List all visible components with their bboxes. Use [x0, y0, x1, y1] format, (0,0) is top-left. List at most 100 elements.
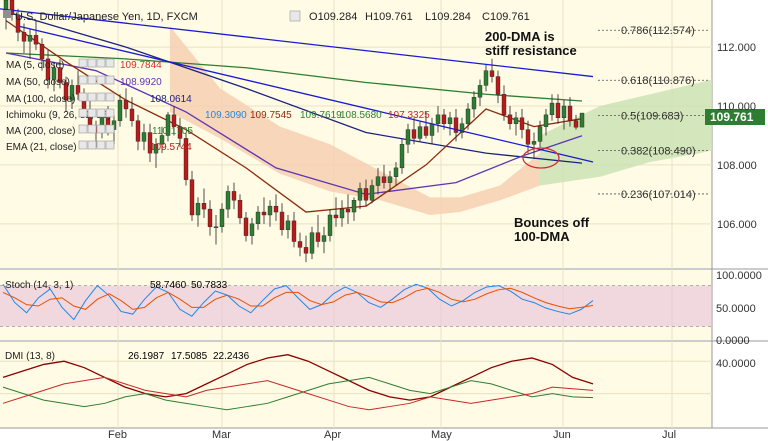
candle-body — [363, 188, 369, 201]
fibonacci-levels: 0.786(112.574) 0.618(110.876) 0.5(109.683)… — [598, 25, 710, 201]
candle-body — [333, 214, 339, 219]
candle-body — [75, 85, 81, 95]
candle-body — [525, 129, 531, 145]
indicator-control-icon — [78, 58, 88, 68]
indicator-control-icon — [78, 124, 88, 134]
ohlc-high: H109.761 — [365, 11, 413, 23]
candle-body — [255, 211, 261, 225]
candle-body — [465, 108, 471, 124]
candle-body — [243, 217, 249, 236]
chart-header: U.S. Dollar/Japanese Yen, 1D, FXCM O109.… — [3, 10, 530, 23]
dmi-axis-40: 40.0000 — [716, 358, 756, 370]
indicator-value: 109.7844 — [120, 60, 162, 71]
indicator-control-icon — [87, 58, 97, 68]
trendlines — [0, 8, 594, 163]
stoch-axis-100: 100.0000 — [716, 270, 762, 282]
candle-body — [273, 205, 279, 213]
last-price-badge — [705, 109, 765, 125]
fib-label: 0.236(107.014) — [621, 189, 696, 201]
indicator-value: 109.5744 — [150, 142, 192, 153]
dmi-panel — [0, 354, 712, 411]
dmi-value-plus: 17.5085 — [171, 351, 208, 362]
candle-body — [405, 129, 411, 145]
candle-body — [495, 76, 501, 95]
indicator-control-icon — [87, 124, 97, 134]
candle-body — [471, 96, 477, 110]
month-label: Mar — [212, 429, 231, 441]
candle-body — [231, 191, 237, 201]
indicator-control-icon — [78, 92, 88, 102]
candle-body — [261, 211, 267, 216]
candle-body — [381, 176, 387, 183]
indicator-control-icon — [96, 124, 106, 134]
candle-body — [207, 208, 213, 227]
candle-body — [21, 32, 27, 42]
indicator-control-icon — [87, 75, 97, 85]
indicator-control-icon — [78, 75, 88, 85]
candle-body — [285, 220, 291, 230]
candle-body — [123, 99, 129, 110]
indicator-value: 108.0614 — [150, 94, 192, 105]
candle-body — [177, 126, 183, 139]
annotation-bounce-line1: Bounces off — [514, 215, 590, 230]
fib-label: 0.382(108.490) — [621, 145, 696, 157]
candle-body — [483, 70, 489, 86]
indicator-value: 110.1705 — [152, 126, 193, 137]
candle-body — [435, 114, 441, 124]
dmi-value-minus: 22.2436 — [213, 351, 250, 362]
annotation-resistance-line2: stiff resistance — [485, 43, 577, 58]
indicator-control-icon — [78, 140, 88, 150]
price-axis-labels: 112.000 110.000 108.000 106.000 — [717, 42, 757, 231]
last-price-label: 109.761 — [710, 110, 754, 124]
candle-body — [543, 114, 549, 127]
annotation-bounce-line2: 100-DMA — [514, 229, 570, 244]
indicator-control-icon — [87, 140, 97, 150]
candle-body — [51, 67, 57, 80]
indicator-label: Ichimoku (9, 26, 52, 26) — [6, 110, 111, 121]
candle-body — [375, 176, 381, 186]
cloud-bearish — [170, 26, 540, 215]
candle-body — [69, 85, 75, 101]
indicator-control-icon — [105, 124, 115, 134]
ohlc-close: C109.761 — [482, 11, 530, 23]
candle-body — [219, 208, 225, 227]
stoch-label: Stoch (14, 3, 1) — [5, 280, 73, 291]
price-tick-label: 106.000 — [717, 219, 757, 231]
candle-body — [315, 232, 321, 242]
candle-body — [27, 35, 33, 42]
candle-body — [279, 211, 285, 230]
candle-body — [489, 70, 495, 77]
month-label: Feb — [108, 429, 127, 441]
candle-body — [351, 200, 357, 213]
candle-body — [39, 43, 45, 60]
candle-body — [225, 191, 231, 210]
candle-body — [297, 241, 303, 248]
candle-body — [45, 58, 51, 80]
indicator-value: 108.9920 — [120, 77, 162, 88]
candle-body — [213, 226, 219, 228]
indicator-legend: MA (5, close) 109.7844 MA (50, close) 108.9… — [6, 58, 430, 153]
month-label: May — [431, 429, 452, 441]
fib-label: 0.618(110.876) — [621, 75, 695, 87]
candle-body — [561, 105, 567, 119]
collapse-arrow-icon[interactable] — [3, 10, 11, 18]
stoch-axis-50: 50.0000 — [716, 303, 756, 315]
time-axis-labels: Feb Mar Apr May Jun Jul — [108, 429, 676, 441]
indicator-label: EMA (21, close) — [6, 142, 77, 153]
candle-body — [9, 0, 15, 15]
bounce-highlight-ellipse — [522, 147, 560, 169]
candle-body — [447, 117, 453, 124]
candle-body — [189, 179, 195, 216]
candle-body — [411, 129, 417, 139]
settings-icon[interactable] — [289, 10, 301, 22]
candle-body — [165, 114, 171, 136]
candle-body — [417, 126, 423, 139]
indicator-label: MA (200, close) — [6, 126, 75, 137]
candle-body — [171, 114, 177, 127]
candle-body — [291, 220, 297, 242]
price-tick-label: 112.000 — [717, 42, 756, 54]
candle-body — [579, 112, 585, 128]
indicator-value: 109.7545 — [250, 110, 292, 121]
indicator-control-icon — [105, 58, 115, 68]
